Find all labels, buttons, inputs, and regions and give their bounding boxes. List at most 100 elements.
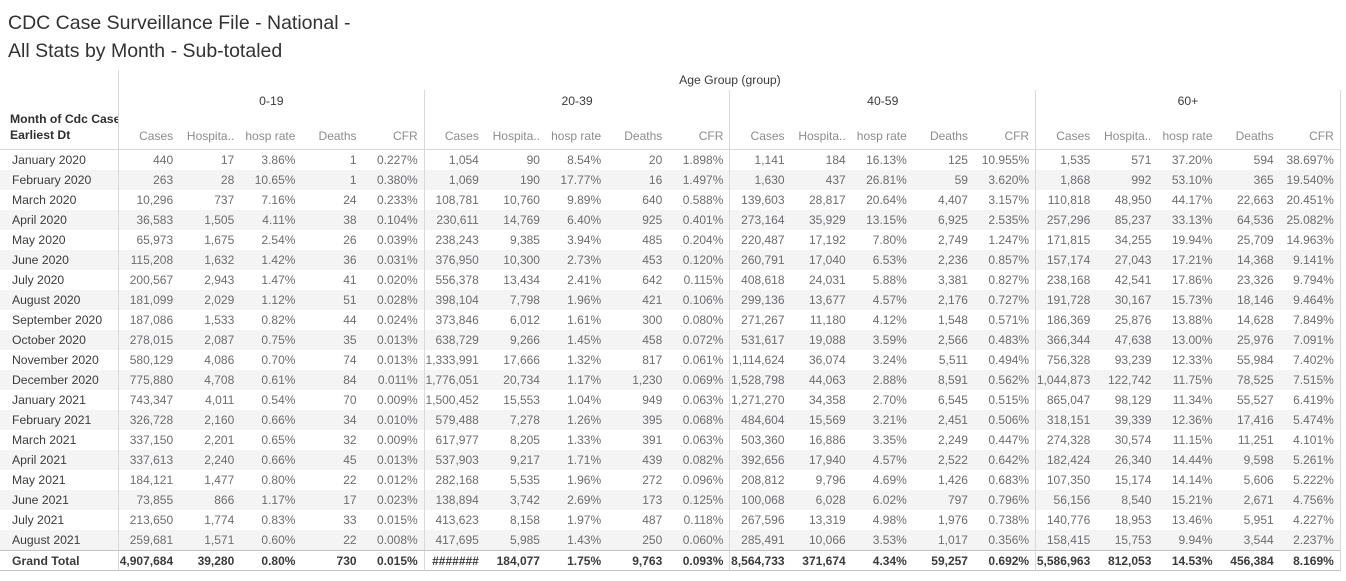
table-cell: 1,571 (179, 530, 241, 550)
table-cell: 4.57% (851, 450, 913, 470)
table-cell: 36,074 (808, 353, 846, 367)
table-cell: 3,544 (1218, 530, 1280, 550)
table-cell: 181,099 (118, 290, 180, 310)
table-cell: 0.080% (682, 313, 724, 327)
table-cell: 1.33% (567, 433, 602, 447)
table-cell: 949 (642, 393, 663, 407)
table-cell: 299,136 (729, 290, 791, 310)
table-cell: 13.46% (1171, 513, 1213, 527)
table-cell: 0.013% (362, 450, 424, 470)
grand-total-cell: 9,763 (607, 550, 669, 571)
table-cell: 11,180 (809, 313, 846, 327)
table-cell: 0.796% (973, 490, 1036, 510)
table-cell: 4.227% (1280, 510, 1341, 530)
table-cell: 2,087 (179, 330, 241, 350)
row-label: June 2021 (0, 490, 118, 510)
age-group-label-2: 40-59 (729, 90, 1035, 112)
table-cell: 1.26% (545, 410, 608, 430)
table-cell: 0.072% (668, 330, 730, 350)
table-cell: 14,628 (1236, 313, 1274, 327)
table-cell: 6,012 (509, 313, 540, 327)
table-cell: 0.61% (240, 370, 302, 390)
table-cell: 485 (642, 233, 663, 247)
table-cell: 1,548 (937, 313, 968, 327)
table-cell: 20 (648, 153, 663, 167)
table-cell: 756,328 (1035, 350, 1096, 370)
table-cell: 0.483% (973, 330, 1036, 350)
table-cell: 300 (642, 313, 663, 327)
table-cell: 9,217 (484, 450, 546, 470)
table-cell: 7.80% (872, 233, 907, 247)
table-cell: 11,251 (1237, 433, 1274, 447)
table-cell: 7.16% (261, 193, 296, 207)
table-cell: 2.69% (545, 490, 608, 510)
table-cell: 7.515% (1279, 370, 1341, 390)
row-dimension-header-line1: Month of Cdc Case (10, 112, 118, 127)
table-cell: 115,208 (118, 250, 180, 270)
table-cell: 15,553 (503, 393, 540, 407)
table-cell: 2.88% (851, 370, 913, 390)
table-cell: 0.013% (362, 330, 424, 350)
table-cell: 4.69% (872, 473, 907, 487)
table-cell: 556,378 (423, 270, 485, 290)
column-header: CFR (668, 112, 730, 150)
table-cell: 42,541 (1114, 273, 1152, 287)
grand-total-cell: 730 (301, 550, 363, 571)
table-cell: 13.15% (851, 210, 913, 230)
table-cell: 74 (343, 353, 357, 367)
row-label: June 2020 (0, 250, 118, 270)
table-cell: 2.535% (973, 210, 1036, 230)
table-cell: 8,158 (509, 513, 540, 527)
table-cell: 93,239 (1114, 353, 1152, 367)
table-cell: 182,424 (1035, 450, 1097, 470)
table-cell: 1.97% (567, 513, 602, 527)
table-cell: 18,953 (1114, 513, 1152, 527)
table-cell: 2,240 (179, 450, 241, 470)
column-header: Deaths (301, 112, 363, 150)
table-cell: 417,695 (423, 530, 485, 550)
table-cell: 0.738% (988, 513, 1030, 527)
table-cell: 34 (301, 410, 363, 430)
table-cell: 2,249 (937, 433, 968, 447)
table-cell: 84 (301, 370, 363, 390)
grand-total-cell: 1.75% (545, 550, 608, 571)
table-cell: 30,167 (1096, 290, 1158, 310)
table-cell: 33 (343, 513, 357, 527)
table-cell: 158,415 (1035, 530, 1097, 550)
table-cell: 925 (607, 210, 669, 230)
table-cell: 0.66% (240, 410, 302, 430)
table-cell: 27,043 (1096, 250, 1158, 270)
table-cell: 191,728 (1035, 290, 1097, 310)
table-cell: 0.82% (261, 313, 296, 327)
report-title: CDC Case Surveillance File - National - … (0, 0, 1346, 65)
table-cell: 503,360 (729, 430, 790, 450)
table-cell: 13,677 (790, 290, 852, 310)
row-label: January 2020 (12, 153, 86, 167)
table-cell: 19.540% (1279, 170, 1341, 190)
table-cell: 1,630 (729, 170, 791, 190)
table-cell: 5.222% (1280, 470, 1341, 490)
table-cell: 1.43% (545, 530, 608, 550)
table-cell: 25,709 (1236, 233, 1274, 247)
table-cell: 0.506% (973, 410, 1036, 430)
column-header: Cases (1035, 112, 1097, 150)
table-cell: 992 (1096, 170, 1158, 190)
table-cell: 0.012% (377, 473, 418, 487)
table-cell: 18,146 (1218, 290, 1280, 310)
table-cell: 326,728 (118, 410, 180, 430)
table-cell: 1,017 (912, 530, 974, 550)
age-group-label-0: 0-19 (118, 90, 424, 112)
table-cell: 108,781 (423, 190, 485, 210)
table-cell: 366,344 (1035, 330, 1097, 350)
table-cell: 14,368 (1218, 250, 1280, 270)
table-cell: 0.011% (362, 370, 424, 390)
table-cell: 41 (343, 273, 357, 287)
table-cell: 220,487 (729, 230, 790, 250)
table-cell: 0.020% (377, 273, 418, 287)
table-cell: 5.474% (1279, 410, 1341, 430)
table-cell: 0.494% (988, 353, 1030, 367)
table-cell: 267,596 (729, 510, 790, 530)
grand-total-cell: ####### (423, 550, 485, 571)
crosstab-table: Month of Cdc Case Earliest Dt Age Group … (0, 70, 1341, 571)
table-cell: 22 (343, 473, 357, 487)
